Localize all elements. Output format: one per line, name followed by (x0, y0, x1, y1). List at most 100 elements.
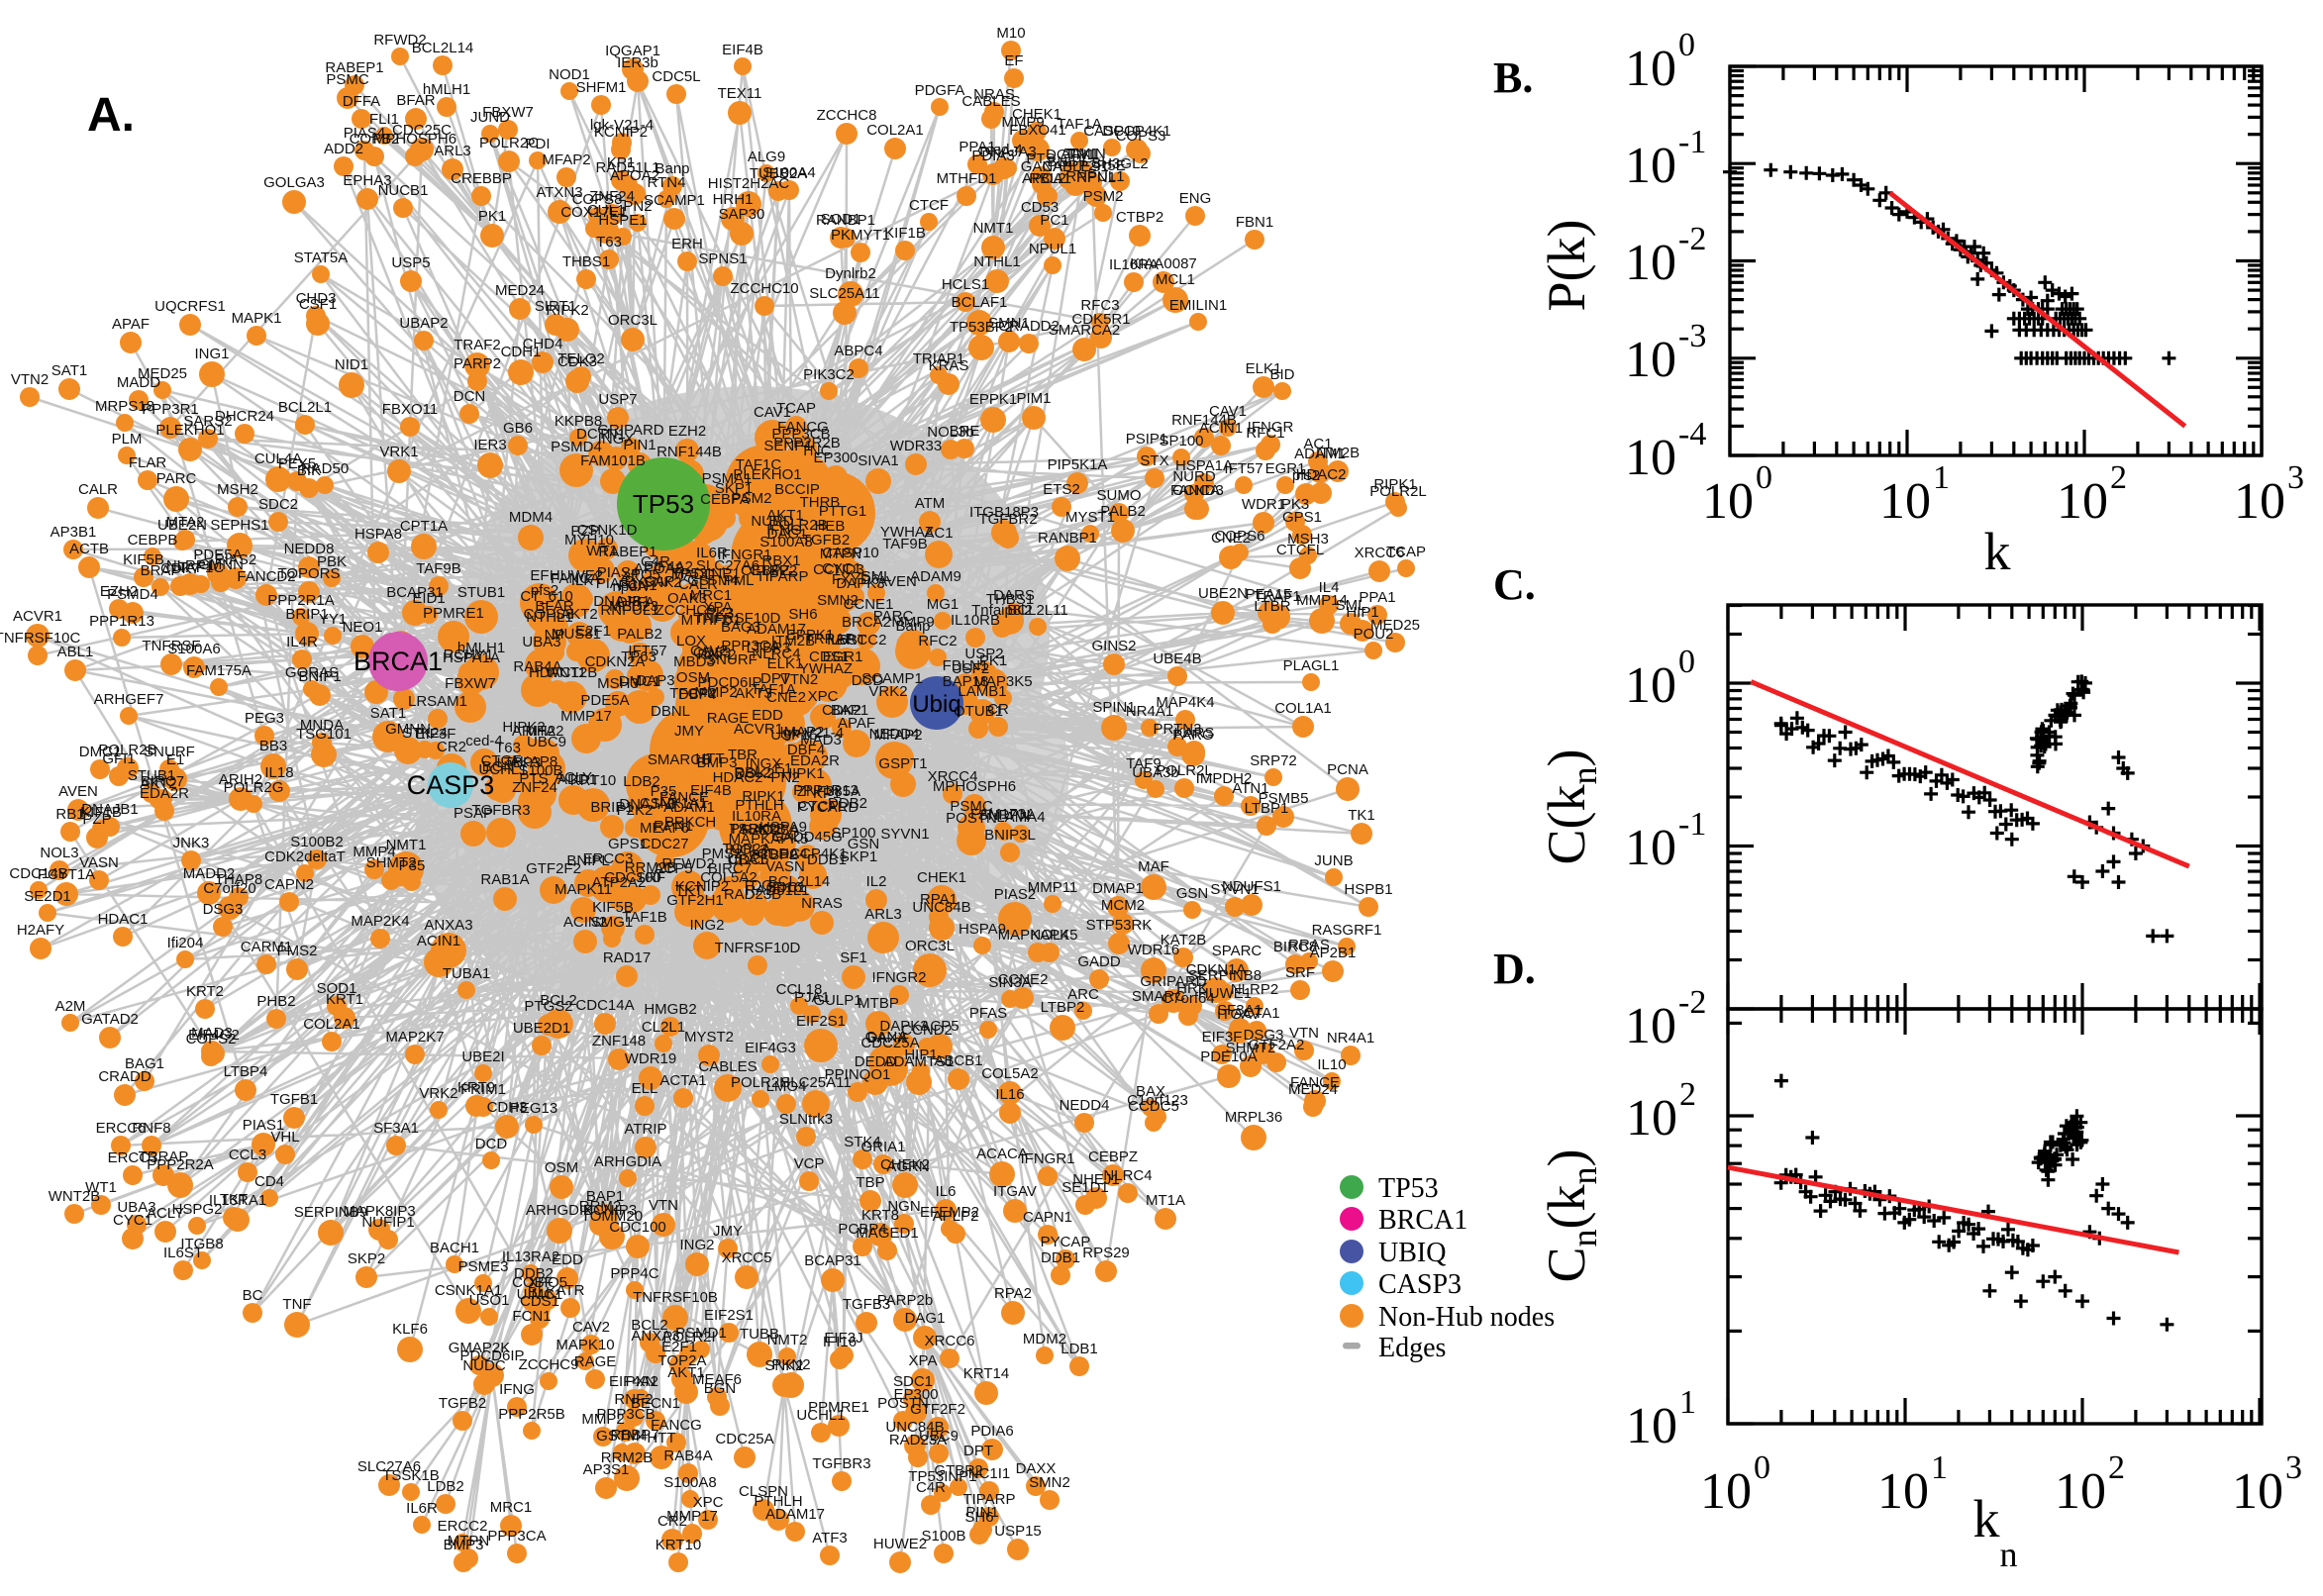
svg-text:SLNtrk3: SLNtrk3 (779, 1111, 833, 1128)
svg-text:HIPK2: HIPK2 (502, 719, 545, 736)
svg-text:SMARCB: SMARCB (648, 751, 711, 768)
svg-text:BRE: BRE (950, 423, 980, 440)
svg-text:ACACA: ACACA (976, 1146, 1028, 1162)
svg-text:SML: SML (861, 568, 892, 585)
svg-text:GRIPARD: GRIPARD (1140, 973, 1206, 990)
svg-text:VTN: VTN (1289, 1025, 1319, 1042)
svg-text:IL10: IL10 (1317, 1056, 1346, 1073)
svg-text:SLC25A11: SLC25A11 (809, 285, 879, 302)
svg-text:CABLES1: CABLES1 (1042, 158, 1109, 175)
svg-text:TP53: TP53 (633, 489, 694, 519)
svg-text:JMY: JMY (674, 723, 704, 740)
svg-text:MTHFD1: MTHFD1 (681, 612, 742, 629)
svg-text:IL16: IL16 (995, 1086, 1024, 1103)
svg-text:PSMA1: PSMA1 (702, 470, 753, 487)
svg-text:pfs2: pfs2 (531, 582, 558, 599)
svg-text:UBA3: UBA3 (117, 1199, 155, 1216)
svg-text:EPPK1: EPPK1 (969, 391, 1017, 408)
svg-text:NOL3: NOL3 (40, 845, 78, 861)
svg-text:CALR: CALR (78, 481, 118, 498)
svg-text:BGN: BGN (482, 758, 515, 775)
svg-text:MUS81: MUS81 (552, 626, 601, 643)
svg-text:C4R: C4R (916, 1479, 946, 1496)
svg-text:FBLN1: FBLN1 (943, 657, 989, 674)
svg-text:P2K2: P2K2 (617, 802, 654, 819)
svg-text:EIF4B: EIF4B (722, 42, 763, 58)
svg-text:DMC1: DMC1 (79, 744, 122, 760)
svg-text:MAP2K4: MAP2K4 (351, 913, 409, 930)
svg-text:NID1: NID1 (335, 356, 368, 373)
svg-text:UBE2N: UBE2N (1198, 585, 1248, 602)
svg-text:ACLY: ACLY (555, 769, 592, 786)
svg-text:TAF9B: TAF9B (882, 536, 928, 552)
svg-text:ATRIP: ATRIP (624, 1121, 666, 1138)
svg-text:AC1: AC1 (924, 525, 953, 542)
svg-text:SRF: SRF (1285, 964, 1315, 981)
svg-text:CDK2deltaT: CDK2deltaT (264, 848, 346, 865)
svg-text:CSNK1D: CSNK1D (577, 522, 638, 539)
svg-text:D.: D. (1493, 945, 1536, 993)
svg-text:GANA: GANA (1021, 158, 1063, 175)
svg-text:ACIN1: ACIN1 (417, 933, 460, 949)
svg-text:PN2: PN2 (623, 198, 652, 215)
svg-text:CDC14B: CDC14B (9, 865, 67, 882)
svg-text:CR2: CR2 (437, 739, 466, 755)
svg-text:PN2: PN2 (770, 769, 799, 786)
svg-text:RPA1: RPA1 (920, 891, 958, 908)
svg-text:KIAA0087: KIAA0087 (1130, 255, 1197, 272)
svg-text:KAT2B: KAT2B (1161, 932, 1206, 948)
svg-text:DSG3: DSG3 (203, 901, 244, 918)
svg-text:ARHGDIB: ARHGDIB (526, 1202, 593, 1219)
svg-text:AC1: AC1 (1303, 436, 1332, 452)
svg-text:RNF8: RNF8 (132, 1120, 170, 1137)
svg-text:TNFRSF10D: TNFRSF10D (695, 610, 781, 627)
svg-text:S100A8: S100A8 (759, 534, 812, 550)
svg-text:TAF1A: TAF1A (1057, 116, 1102, 133)
svg-text:C7orf64: C7orf64 (1162, 990, 1214, 1007)
svg-text:MDM4: MDM4 (509, 509, 553, 526)
svg-text:TKT: TKT (675, 882, 703, 899)
svg-text:RRM2B: RRM2B (625, 859, 677, 876)
svg-text:TOP2A: TOP2A (723, 841, 771, 857)
svg-text:EZH2: EZH2 (100, 583, 138, 600)
svg-text:IQGAP1: IQGAP1 (605, 43, 660, 59)
svg-text:FCN1: FCN1 (512, 1308, 551, 1325)
svg-text:AVEN: AVEN (877, 573, 917, 590)
svg-text:SERPINB8: SERPINB8 (1188, 967, 1262, 984)
svg-text:COPB2: COPB2 (350, 131, 400, 148)
svg-text:XPC: XPC (808, 688, 839, 705)
svg-text:USP15: USP15 (994, 1523, 1042, 1540)
svg-text:MMP11: MMP11 (1028, 879, 1078, 896)
svg-text:Tnfaip8l2: Tnfaip8l2 (971, 602, 1033, 619)
svg-text:EIF4A2: EIF4A2 (644, 558, 693, 575)
svg-text:CCDC5: CCDC5 (1128, 1098, 1179, 1115)
svg-text:LTBP2: LTBP2 (1041, 999, 1085, 1016)
svg-text:DAXX: DAXX (1016, 1460, 1057, 1477)
svg-text:PPP2R1A: PPP2R1A (267, 592, 335, 609)
svg-text:ERCC2: ERCC2 (837, 632, 887, 648)
svg-text:PIAS1: PIAS1 (596, 575, 639, 592)
svg-text:SH6: SH6 (788, 606, 817, 623)
svg-text:IFT57: IFT57 (1224, 460, 1262, 477)
svg-text:IER3: IER3 (473, 437, 506, 453)
svg-text:MAPK11: MAPK11 (555, 881, 612, 898)
svg-text:MNDA: MNDA (300, 717, 344, 734)
svg-text:VTN2: VTN2 (11, 371, 49, 388)
svg-text:RNPUL1: RNPUL1 (600, 602, 658, 619)
svg-text:BNIPL: BNIPL (1047, 153, 1089, 170)
svg-text:FBXW7: FBXW7 (445, 675, 496, 692)
svg-text:FANCG: FANCG (777, 419, 829, 436)
svg-text:IL6R: IL6R (696, 545, 728, 561)
svg-text:PDE5A: PDE5A (193, 547, 242, 563)
svg-text:IFNGR: IFNGR (1248, 419, 1294, 436)
svg-text:PPP3CB: PPP3CB (771, 426, 830, 443)
svg-text:RFC2: RFC2 (918, 633, 957, 649)
svg-text:DEDD: DEDD (855, 1053, 897, 1070)
svg-text:ZCCHC9: ZCCHC9 (656, 602, 716, 619)
svg-text:SLC27A6: SLC27A6 (696, 557, 759, 574)
svg-text:BCAP31: BCAP31 (386, 584, 444, 601)
svg-text:BAP18: BAP18 (943, 673, 989, 690)
svg-text:TKT: TKT (220, 1191, 248, 1208)
svg-text:CDC25A: CDC25A (715, 1431, 773, 1447)
svg-text:XRCC5: XRCC5 (722, 1249, 772, 1266)
